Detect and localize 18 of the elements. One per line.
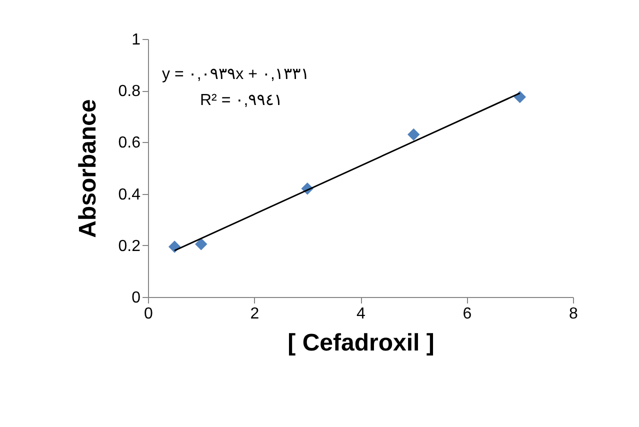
point [195, 238, 208, 250]
x-axis-title: [ Cefadroxil ] [288, 330, 434, 356]
y-tick-label: 0.8 [118, 83, 141, 100]
y-tick-label: 0.6 [118, 134, 141, 152]
y-tick-label: 1 [132, 32, 141, 48]
y-axis-title: Absorbance [74, 99, 102, 238]
y-tick-label: 0.2 [118, 238, 141, 255]
annotation: R² = ٠,٩٩٤١ [200, 92, 283, 109]
x-tick-label: 2 [250, 306, 260, 322]
y-tick-label: 0.4 [118, 186, 141, 204]
x-tick-label: 0 [144, 306, 154, 322]
x-tick-label: 8 [569, 306, 578, 322]
point [514, 90, 526, 104]
x-tick-label: 4 [356, 306, 366, 322]
x-tick-label: 6 [462, 306, 472, 322]
point [408, 128, 420, 141]
y-tick-label: 0 [132, 290, 141, 306]
annotation: y = ٠,٠٩٣٩x + ٠,١٣٣١ [162, 66, 310, 83]
